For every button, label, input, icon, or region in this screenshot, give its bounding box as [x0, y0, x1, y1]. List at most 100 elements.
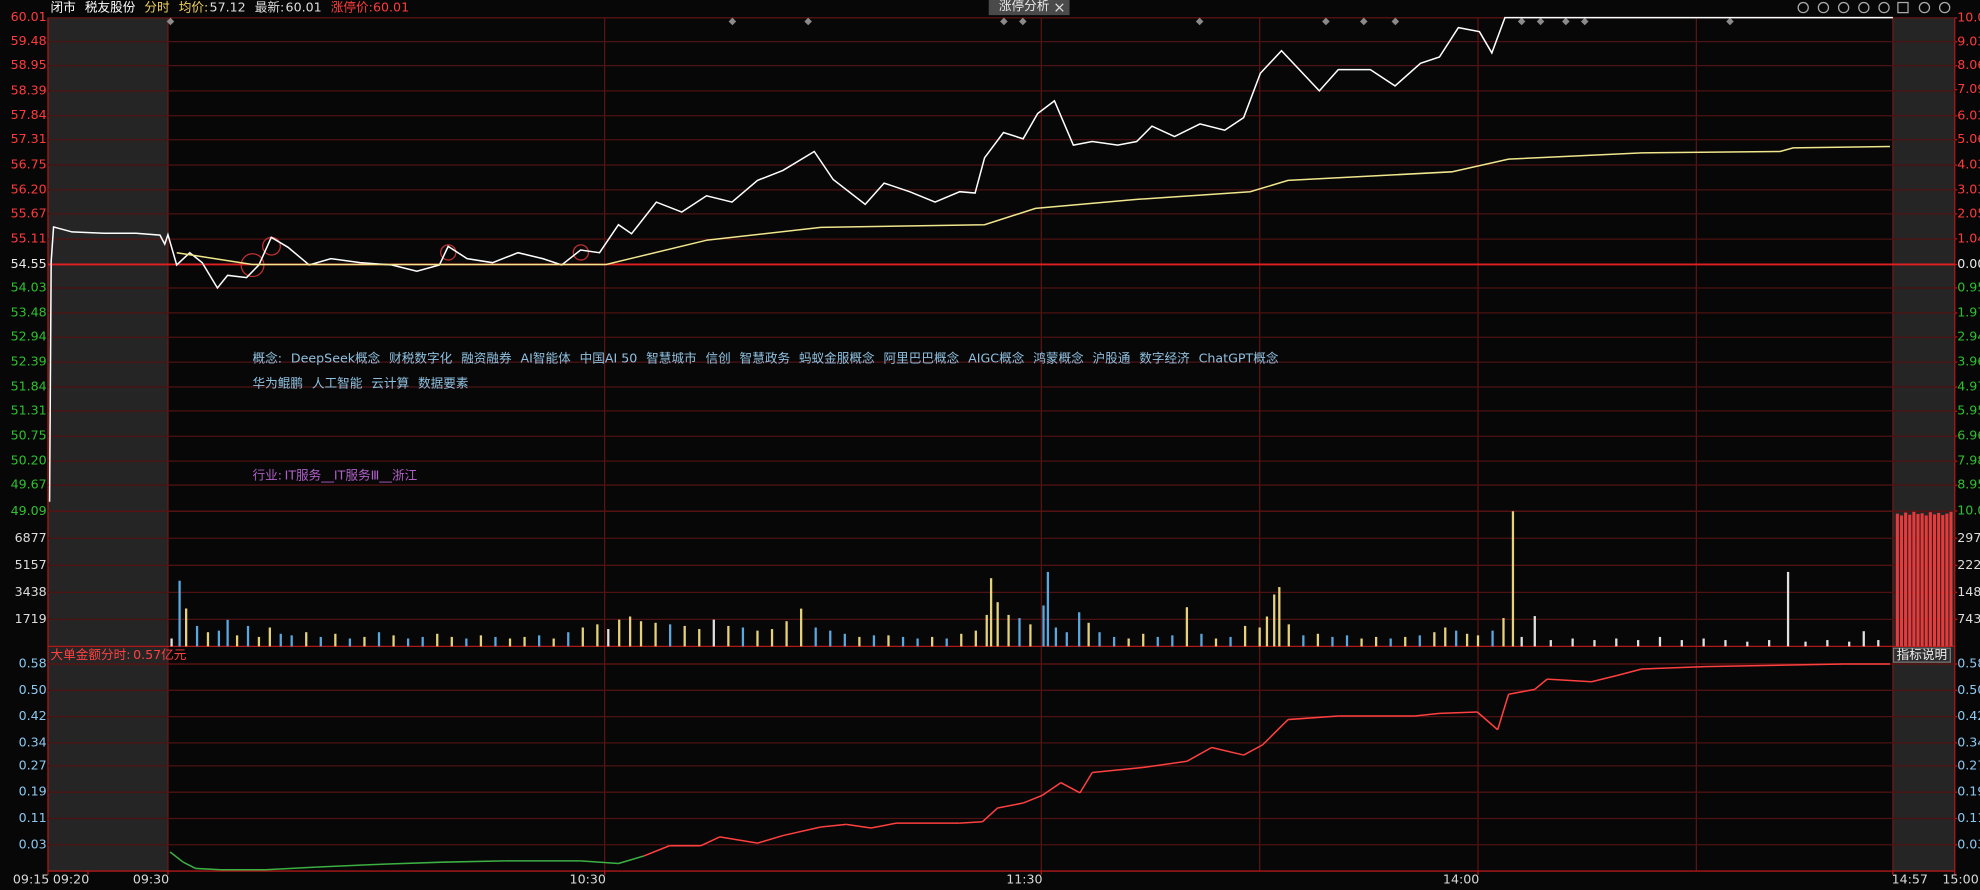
volume-bar — [170, 638, 173, 647]
volume-bar — [770, 629, 774, 647]
volume-bar — [1258, 627, 1261, 647]
volume-bar — [618, 619, 621, 647]
y-tick-label: 56.20 — [11, 181, 47, 196]
volume-bar — [1389, 638, 1392, 647]
signal-circle — [572, 244, 590, 261]
volume-bar — [1404, 636, 1407, 647]
flow-segment — [265, 866, 316, 871]
volume-bar — [1433, 632, 1436, 647]
volume-bar — [712, 619, 715, 647]
concept: 数字经济 — [1139, 352, 1190, 367]
stock-name: 税友股份 — [84, 1, 136, 16]
volume-bar — [1465, 633, 1469, 647]
indicator-help-button[interactable]: 指标说明 — [1892, 647, 1951, 663]
y2-tick-label: 3.03 — [1957, 181, 1980, 196]
tab-close[interactable] — [1054, 3, 1064, 13]
status: 闭市 — [50, 1, 76, 16]
volume-bar — [996, 602, 999, 647]
tab[interactable]: 涨停分析 — [988, 0, 1070, 16]
y-tick-label: 51.84 — [11, 378, 47, 393]
volume-bar — [1302, 635, 1305, 647]
flow-segment — [719, 836, 758, 844]
y-tick-label: 1719 — [15, 611, 47, 626]
volume-bar — [829, 630, 832, 647]
flow-segment — [182, 861, 196, 870]
volume-bar — [348, 638, 352, 647]
flow-segment — [1060, 781, 1081, 794]
y2-tick-label: 2972 — [1957, 530, 1980, 545]
y-tick-label: 58.95 — [11, 57, 47, 72]
volume-bar — [1316, 633, 1320, 647]
flow-segment — [1496, 694, 1510, 730]
tool-icon[interactable] — [1797, 1, 1809, 14]
tool-icon[interactable] — [1837, 1, 1850, 14]
concept: 融资融券 — [461, 352, 512, 367]
volume-bar — [800, 608, 803, 647]
volume-bar — [377, 632, 381, 647]
x-tick-label: 09:20 — [53, 871, 89, 886]
tool-icon[interactable] — [1938, 1, 1951, 14]
y2-tick-label: 1486 — [1957, 584, 1980, 599]
flow-segment — [643, 845, 670, 857]
concepts-label: 概念: — [252, 352, 283, 367]
tool-icon[interactable] — [1878, 1, 1890, 14]
pre-market-zone — [47, 17, 168, 872]
tool-icon[interactable] — [1918, 1, 1931, 14]
y2-tick-label: 10.0 — [1957, 503, 1980, 518]
tool-icon[interactable] — [1897, 1, 1909, 14]
concept: 人工智能 — [311, 377, 363, 392]
tool-icon[interactable] — [1858, 1, 1870, 14]
flow-segment — [1186, 746, 1213, 762]
y2-tick-label: 2.05 — [1957, 205, 1980, 220]
flow-segment — [169, 851, 184, 863]
concept: 数据要素 — [417, 377, 469, 392]
event-marker — [1580, 17, 1589, 26]
flow-segment — [315, 864, 366, 868]
volume-bar — [1702, 638, 1705, 647]
volume-bar — [1200, 633, 1203, 647]
x-tick-label: 09:15 — [13, 871, 49, 886]
volume-bar — [1511, 511, 1515, 647]
limit-label: 涨停价: — [330, 1, 373, 16]
y-tick-label: 0.27 — [19, 757, 47, 772]
volume-bar — [1549, 640, 1552, 647]
tool-icon[interactable] — [1817, 1, 1830, 14]
volume-bar — [1571, 638, 1574, 647]
volume-bar — [1920, 513, 1924, 647]
flow-segment — [1079, 772, 1093, 794]
volume-bar — [1912, 511, 1916, 647]
y2-tick-label: 0.42 — [1957, 708, 1980, 723]
industry-label: 行业: — [252, 469, 283, 484]
y2-tick-label: 0.34 — [1957, 734, 1980, 749]
concept: 信创 — [705, 352, 731, 367]
flow-segment — [1508, 688, 1535, 696]
volume-bar — [698, 629, 701, 647]
price-line — [48, 16, 1893, 502]
volume-bar — [1243, 625, 1247, 647]
price-line — [176, 145, 1890, 266]
volume-bar — [1746, 641, 1749, 647]
volume-bar — [1360, 638, 1363, 647]
volume-bar — [1848, 641, 1851, 647]
y2-tick-label: 0.50 — [1957, 682, 1980, 697]
background-layer — [47, 17, 1955, 872]
volume-bar — [1877, 640, 1880, 647]
limit-value: 60.01 — [372, 1, 410, 16]
y-tick-label: 0.11 — [19, 810, 47, 825]
y2-tick-label: 8.95 — [1957, 477, 1980, 492]
volume-bar — [1533, 616, 1536, 647]
concepts-line: 概念: DeepSeek概念 财税数字化 融资融券 AI智能体 中国AI 50 智慧城市 信创… — [253, 351, 1288, 367]
tab-title: 涨停分析 — [998, 0, 1050, 14]
volume-bar — [479, 635, 483, 647]
y-tick-label: 52.94 — [11, 329, 47, 344]
flow-segment — [870, 822, 897, 829]
y2-tick-label: 6.96 — [1957, 428, 1980, 443]
volume-bar — [916, 638, 919, 647]
flow-segment — [618, 855, 645, 865]
event-marker — [804, 17, 812, 26]
volume-bar — [1680, 640, 1683, 647]
avg-label: 均价: — [178, 1, 209, 16]
concept: 中国AI 50 — [579, 352, 638, 367]
flow-segment — [1041, 782, 1062, 797]
volume-bar — [1171, 635, 1174, 647]
